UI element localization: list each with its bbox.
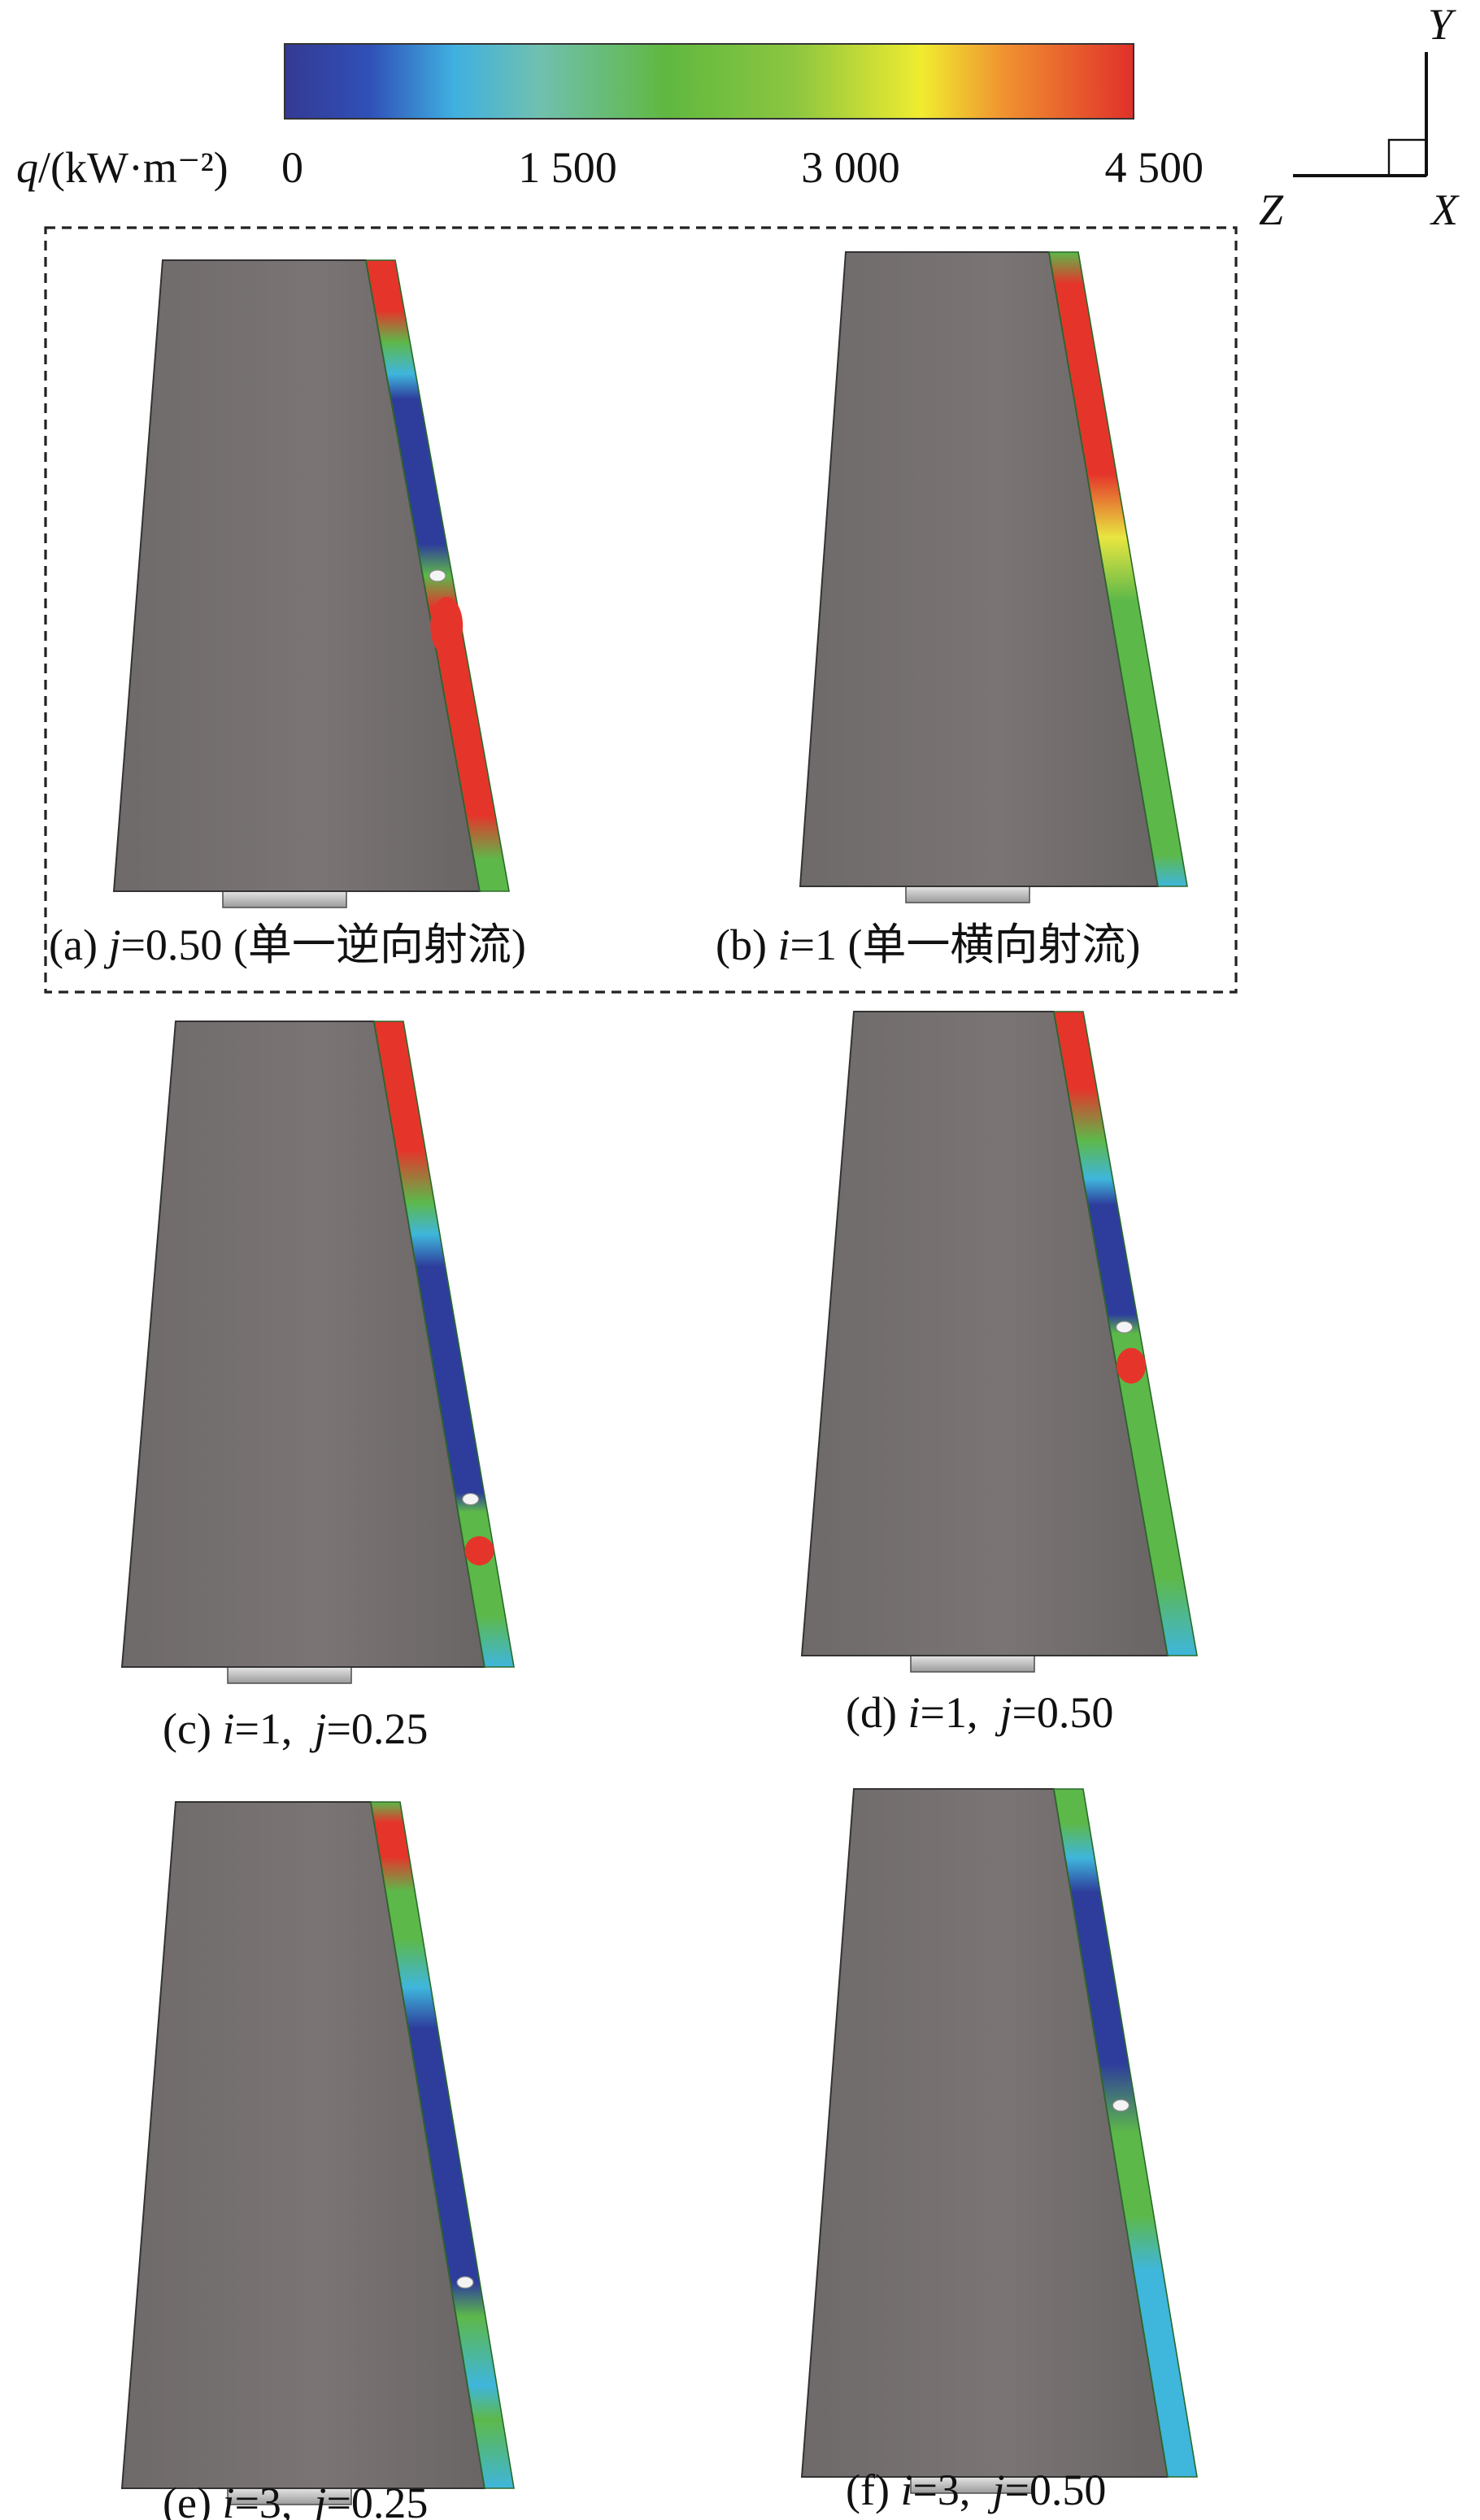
text-part: i <box>777 921 790 969</box>
leading-edge-heat <box>370 1801 515 2489</box>
jet-orifice <box>1112 2099 1130 2112</box>
text-part: =3, <box>912 2466 992 2514</box>
colorbar-tick-label: 1 500 <box>518 143 617 192</box>
text-part: q <box>16 143 38 192</box>
colorbar-tick-label: 3 000 <box>801 143 900 192</box>
text-part: (f) <box>846 2466 900 2514</box>
jet-orifice <box>462 1492 480 1506</box>
text-part: /(kW·m⁻²) <box>38 143 229 192</box>
jet-orifice <box>1115 1321 1134 1334</box>
colorbar-label: q/(kW·m⁻²) <box>16 143 229 192</box>
leading-edge-heat <box>1053 1788 1198 2478</box>
colorbar <box>284 43 1134 120</box>
panel-caption: (c) i=1, j=0.25 <box>163 1704 428 1753</box>
text-part: j <box>995 1688 1012 1737</box>
colorbar-tick-label: 4 500 <box>1105 143 1204 192</box>
text-part: =3, <box>234 2479 314 2520</box>
text-part: i <box>222 2479 234 2520</box>
panel-caption: (f) i=3, j=0.50 <box>846 2466 1106 2514</box>
text-part: (c) <box>163 1704 222 1753</box>
axis-y-label: Y <box>1428 0 1456 49</box>
jet-orifice <box>456 2276 474 2289</box>
text-part: =1, <box>234 1704 314 1753</box>
axis-triad <box>1293 52 1428 177</box>
jet-orifice <box>429 569 446 582</box>
text-part: j <box>309 1704 326 1753</box>
panel-caption: (e) i=3, j=0.25 <box>163 2479 428 2520</box>
text-part: =0.25 <box>326 2479 428 2520</box>
text-part: i <box>222 1704 234 1753</box>
axis-z-label: Z <box>1259 185 1284 234</box>
text-part: j <box>103 921 120 969</box>
text-part: i <box>900 2466 912 2514</box>
heat-spot <box>1117 1347 1146 1384</box>
dashed-box <box>44 226 1238 994</box>
leading-edge-heat <box>373 1021 515 1668</box>
text-part: =0.25 <box>326 1704 428 1753</box>
text-part: j <box>987 2466 1004 2514</box>
text-part: =1 (单一横向射流) <box>790 921 1140 969</box>
text-part: =1, <box>920 1688 999 1737</box>
colorbar-tick-label: 0 <box>281 143 303 192</box>
text-part: =0.50 (单一逆向射流) <box>120 921 525 969</box>
text-part: (a) <box>49 921 108 969</box>
panel-caption: (d) i=1, j=0.50 <box>846 1688 1113 1737</box>
panel-caption: (a) j=0.50 (单一逆向射流) <box>49 921 526 969</box>
axis-x-label: X <box>1430 185 1460 234</box>
text-part: j <box>309 2479 326 2520</box>
panel-caption: (b) i=1 (单一横向射流) <box>716 921 1140 969</box>
text-part: (e) <box>163 2479 222 2520</box>
text-part: (d) <box>846 1688 908 1737</box>
text-part: i <box>908 1688 920 1737</box>
text-part: =0.50 <box>1012 1688 1113 1737</box>
text-part: (b) <box>716 921 777 969</box>
text-part: =0.50 <box>1004 2466 1106 2514</box>
leading-edge-heat <box>1048 251 1188 887</box>
heat-spot <box>430 597 464 656</box>
leading-edge-heat <box>1053 1011 1198 1656</box>
heat-spot <box>464 1536 494 1566</box>
